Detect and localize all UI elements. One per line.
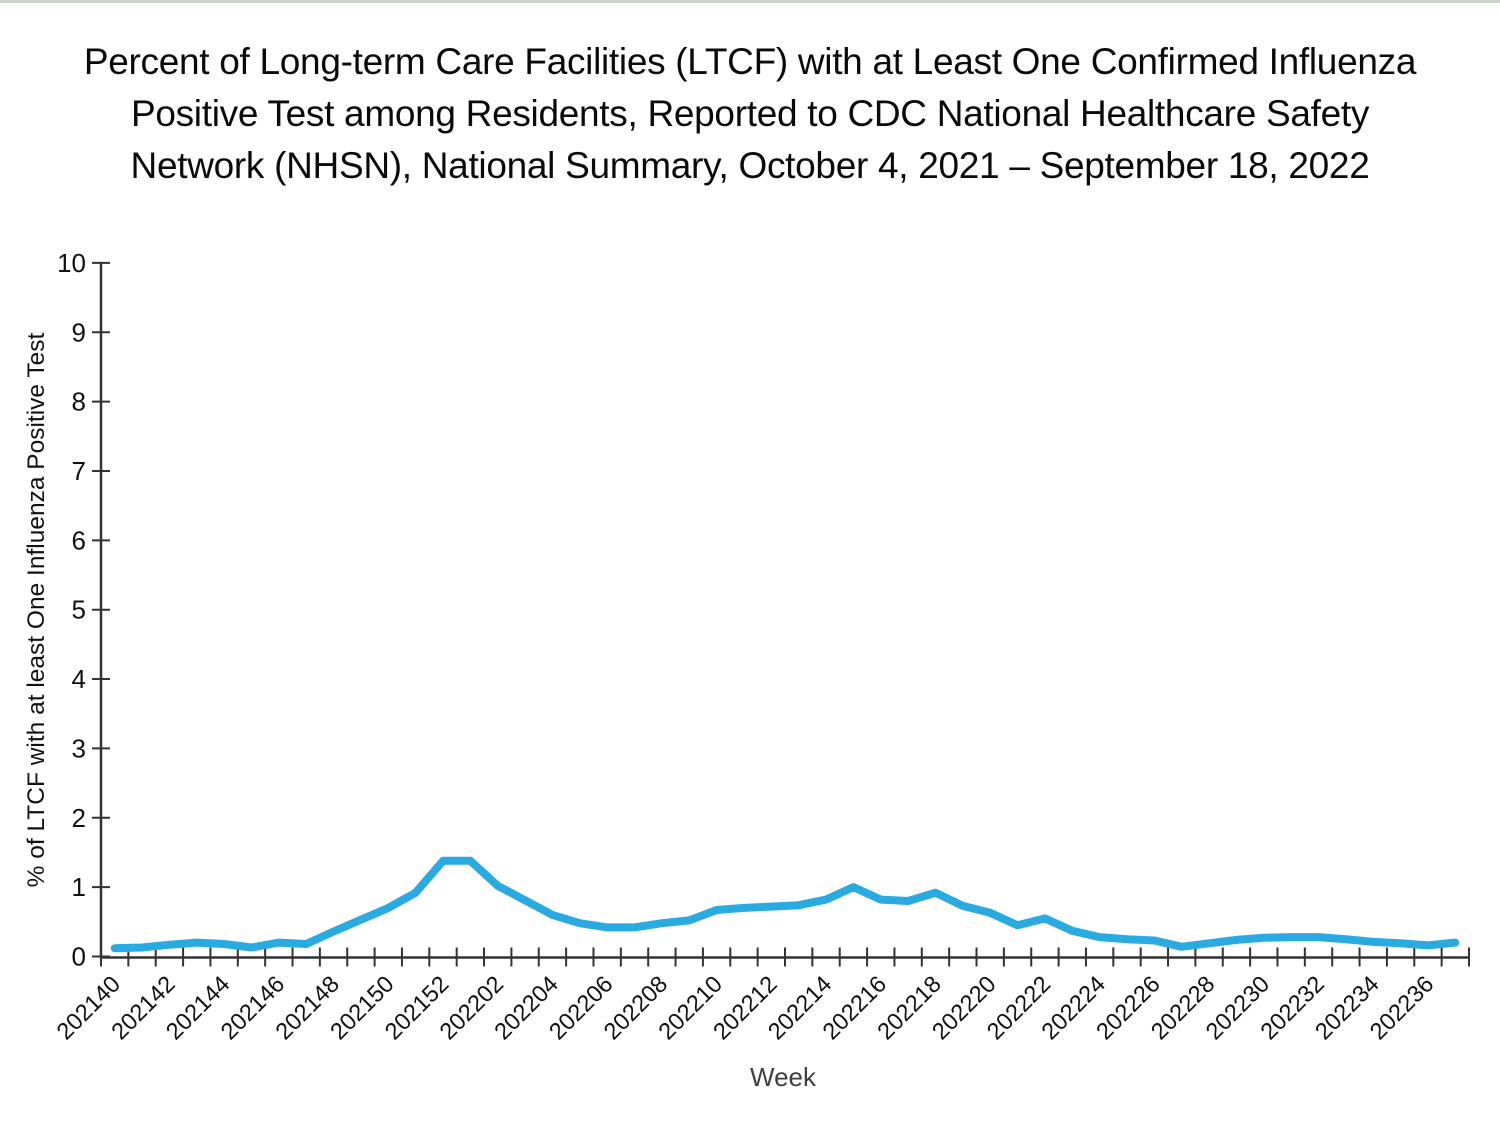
- x-axis-title: Week: [750, 1062, 816, 1092]
- y-tick-label: 5: [72, 595, 86, 625]
- y-tick-label: 0: [72, 942, 86, 972]
- chart-title: Percent of Long-term Care Facilities (LT…: [83, 41, 1417, 186]
- y-tick-label: 2: [72, 803, 86, 833]
- y-tick-label: 9: [72, 317, 86, 347]
- top-border: [0, 0, 1500, 3]
- y-tick-label: 6: [72, 525, 86, 555]
- data-series-line: [110, 856, 1460, 953]
- y-tick-label: 4: [72, 664, 86, 694]
- y-tick-label: 10: [57, 248, 86, 278]
- y-tick-label: 8: [72, 387, 86, 417]
- y-tick-label: 1: [72, 872, 86, 902]
- y-tick-label: 3: [72, 733, 86, 763]
- y-tick-label: 7: [72, 456, 86, 486]
